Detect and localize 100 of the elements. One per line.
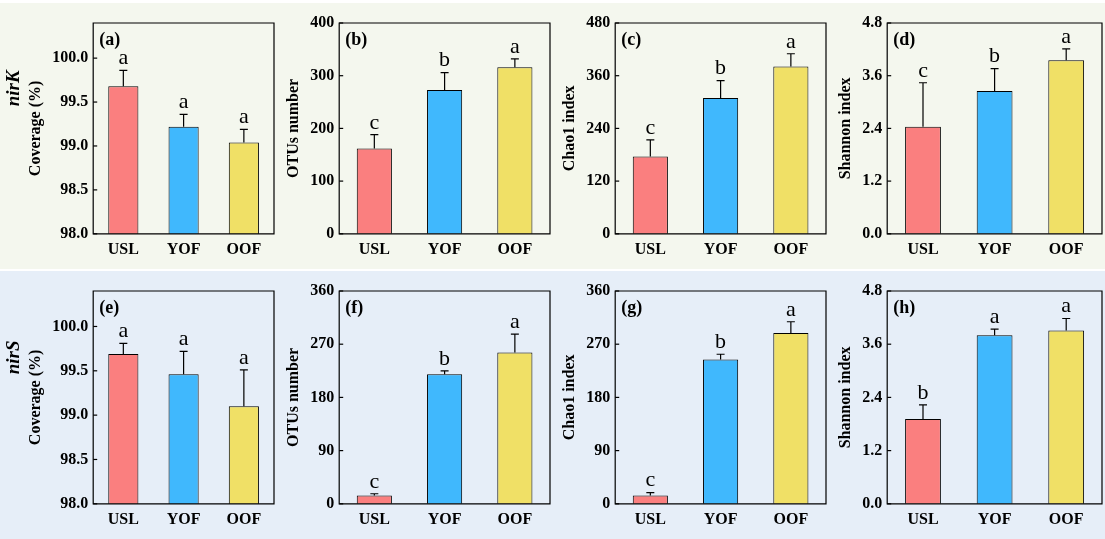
y-tick-label: 100.0: [52, 316, 89, 334]
x-tick-label: USL: [358, 509, 390, 527]
chart-title: (c): [621, 28, 642, 50]
annotation: c: [369, 467, 380, 493]
y-axis-title: Coverage (%): [25, 80, 44, 177]
y-tick-label: 270: [310, 334, 335, 352]
x-tick-label: USL: [907, 239, 939, 257]
y-axis-title: Chao1 index: [559, 85, 577, 172]
annotation: a: [118, 44, 129, 70]
text: nirK: [1, 69, 23, 107]
y-tick-label: 3.6: [862, 65, 883, 83]
annotation: b: [917, 378, 929, 404]
x-tick-label: YOF: [977, 509, 1012, 527]
y-tick-label: 3.6: [862, 334, 883, 352]
y-tick-label: 240: [586, 118, 611, 136]
x-tick-label: YOF: [427, 509, 462, 527]
y-tick-label: 360: [586, 281, 611, 299]
y-tick-label: 180: [586, 387, 611, 405]
x-tick-label: OOF: [497, 509, 533, 527]
x-tick-label: OOF: [773, 509, 809, 527]
y-axis-title: OTUs number: [283, 78, 301, 178]
annotation: a: [1061, 292, 1072, 318]
x-tick-label: OOF: [773, 239, 809, 257]
y-tick-label: 270: [586, 334, 611, 352]
y-tick-label: 99.5: [60, 92, 89, 110]
annotation: c: [645, 466, 656, 492]
chart-title: (g): [621, 296, 643, 318]
annotation: a: [509, 32, 520, 58]
chart-title: (e): [99, 296, 120, 318]
y-tick-label: 4.8: [862, 13, 883, 31]
x-tick-label: YOF: [166, 239, 201, 257]
y-tick-label: 120: [586, 171, 611, 189]
x-tick-label: USL: [634, 239, 666, 257]
x-tick-label: YOF: [977, 239, 1012, 257]
y-tick-label: 98.5: [60, 449, 89, 467]
annotation: b: [989, 42, 1001, 68]
y-tick-label: 2.4: [862, 387, 883, 405]
y-tick-label: 180: [310, 387, 335, 405]
y-tick-label: 400: [310, 13, 335, 31]
y-tick-label: 0: [602, 223, 611, 241]
y-tick-label: 99.0: [60, 136, 89, 154]
annotation: c: [918, 56, 929, 82]
x-tick-label: OOF: [1048, 509, 1084, 527]
y-tick-label: 100.0: [52, 48, 89, 66]
annotation: a: [178, 88, 189, 114]
y-tick-label: 99.0: [60, 405, 89, 423]
x-tick-label: USL: [107, 509, 139, 527]
y-axis-title: Shannon index: [835, 77, 853, 180]
chart-title: (f): [345, 296, 364, 318]
annotation: a: [785, 295, 796, 321]
x-tick-label: USL: [107, 239, 139, 257]
y-tick-label: 90: [594, 440, 611, 458]
x-tick-label: OOF: [1048, 239, 1084, 257]
x-tick-label: OOF: [226, 509, 262, 527]
y-axis-title: OTUs number: [283, 347, 301, 447]
y-tick-label: 98.5: [60, 180, 89, 198]
annotation: b: [715, 328, 727, 354]
x-tick-label: OOF: [226, 239, 262, 257]
annotation: a: [1061, 22, 1072, 48]
y-tick-label: 0: [326, 493, 335, 511]
x-tick-label: YOF: [703, 509, 738, 527]
annotation: a: [178, 325, 189, 351]
y-tick-label: 1.2: [862, 171, 883, 189]
y-tick-label: 300: [310, 65, 335, 83]
annotation: c: [645, 113, 656, 139]
y-tick-label: 360: [310, 281, 335, 299]
y-tick-label: 100: [310, 171, 335, 189]
text: nirS: [1, 340, 23, 375]
x-tick-label: USL: [634, 509, 666, 527]
annotation: a: [118, 317, 129, 343]
annotation: a: [238, 343, 249, 369]
chart-title: (d): [893, 28, 916, 50]
y-tick-label: 0: [602, 493, 611, 511]
annotation: c: [369, 108, 380, 134]
x-tick-label: USL: [358, 239, 390, 257]
annotation: a: [785, 27, 796, 53]
x-tick-label: YOF: [703, 239, 738, 257]
y-axis-title: Shannon index: [835, 346, 853, 449]
annotation: b: [439, 46, 451, 72]
y-tick-label: 98.0: [60, 493, 89, 511]
y-tick-label: 0.0: [862, 223, 883, 241]
y-tick-label: 200: [310, 118, 335, 136]
annotation: a: [989, 302, 1000, 328]
chart-title: (h): [893, 296, 916, 318]
y-tick-label: 0: [326, 223, 335, 241]
chart-title: (b): [345, 28, 368, 50]
annotation: b: [715, 54, 727, 80]
y-tick-label: 480: [586, 13, 611, 31]
x-tick-label: OOF: [497, 239, 533, 257]
y-tick-label: 98.0: [60, 223, 89, 241]
y-axis-title: Coverage (%): [25, 349, 44, 446]
annotation: a: [238, 103, 249, 129]
y-tick-label: 0.0: [862, 493, 883, 511]
x-tick-label: USL: [907, 509, 939, 527]
y-tick-label: 90: [318, 440, 335, 458]
x-tick-label: YOF: [427, 239, 462, 257]
y-tick-label: 360: [586, 65, 611, 83]
y-axis-title: Chao1 index: [559, 354, 577, 441]
annotation: a: [509, 307, 520, 333]
annotation: b: [439, 344, 451, 370]
